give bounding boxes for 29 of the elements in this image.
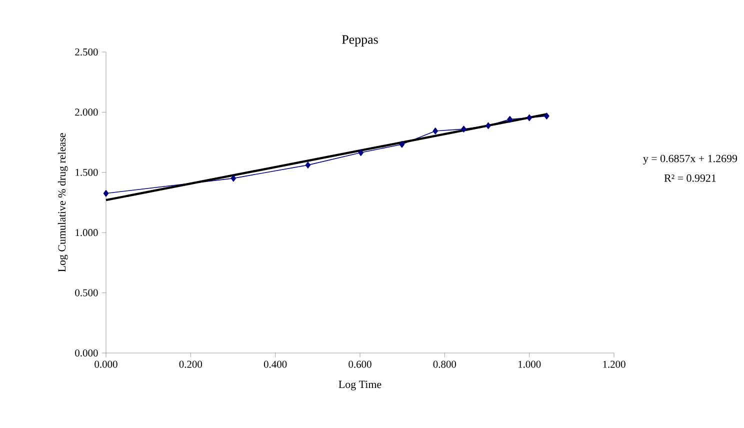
y-axis-title: Log Cumulative % drug release (58, 133, 68, 272)
text: y = 0.6857x + 1.2699 (643, 154, 738, 164)
x-axis-title: Log Time (338, 380, 382, 390)
point (526, 114, 532, 122)
point (305, 162, 311, 168)
x-tick-label: 1.000 (518, 360, 541, 368)
point (461, 126, 466, 132)
y-tick-label: 1.500 (76, 168, 98, 176)
x-tick-label: 0.600 (348, 360, 372, 368)
x-tick-label: 0.400 (264, 360, 287, 368)
y-tick-label: 2.000 (75, 108, 98, 116)
point (507, 116, 513, 123)
point (544, 112, 550, 120)
x-tick-label: 1.200 (603, 360, 626, 368)
point (486, 122, 491, 130)
x-tick-label: 0.200 (179, 360, 202, 368)
point (103, 190, 109, 197)
x-tick-label: 0.000 (94, 360, 118, 368)
point (358, 149, 364, 156)
point (432, 128, 438, 134)
y-tick-label: 2.500 (75, 48, 98, 56)
y-tick-label: 0.500 (75, 289, 98, 296)
point (230, 174, 236, 182)
y-tick-label: 0.000 (75, 349, 98, 357)
point (399, 140, 405, 148)
chart-title: Peppas (342, 35, 378, 46)
text: R² = 0.9921 (664, 174, 716, 182)
x-tick-label: 0.800 (433, 360, 456, 368)
y-tick-label: 1.000 (76, 229, 98, 236)
